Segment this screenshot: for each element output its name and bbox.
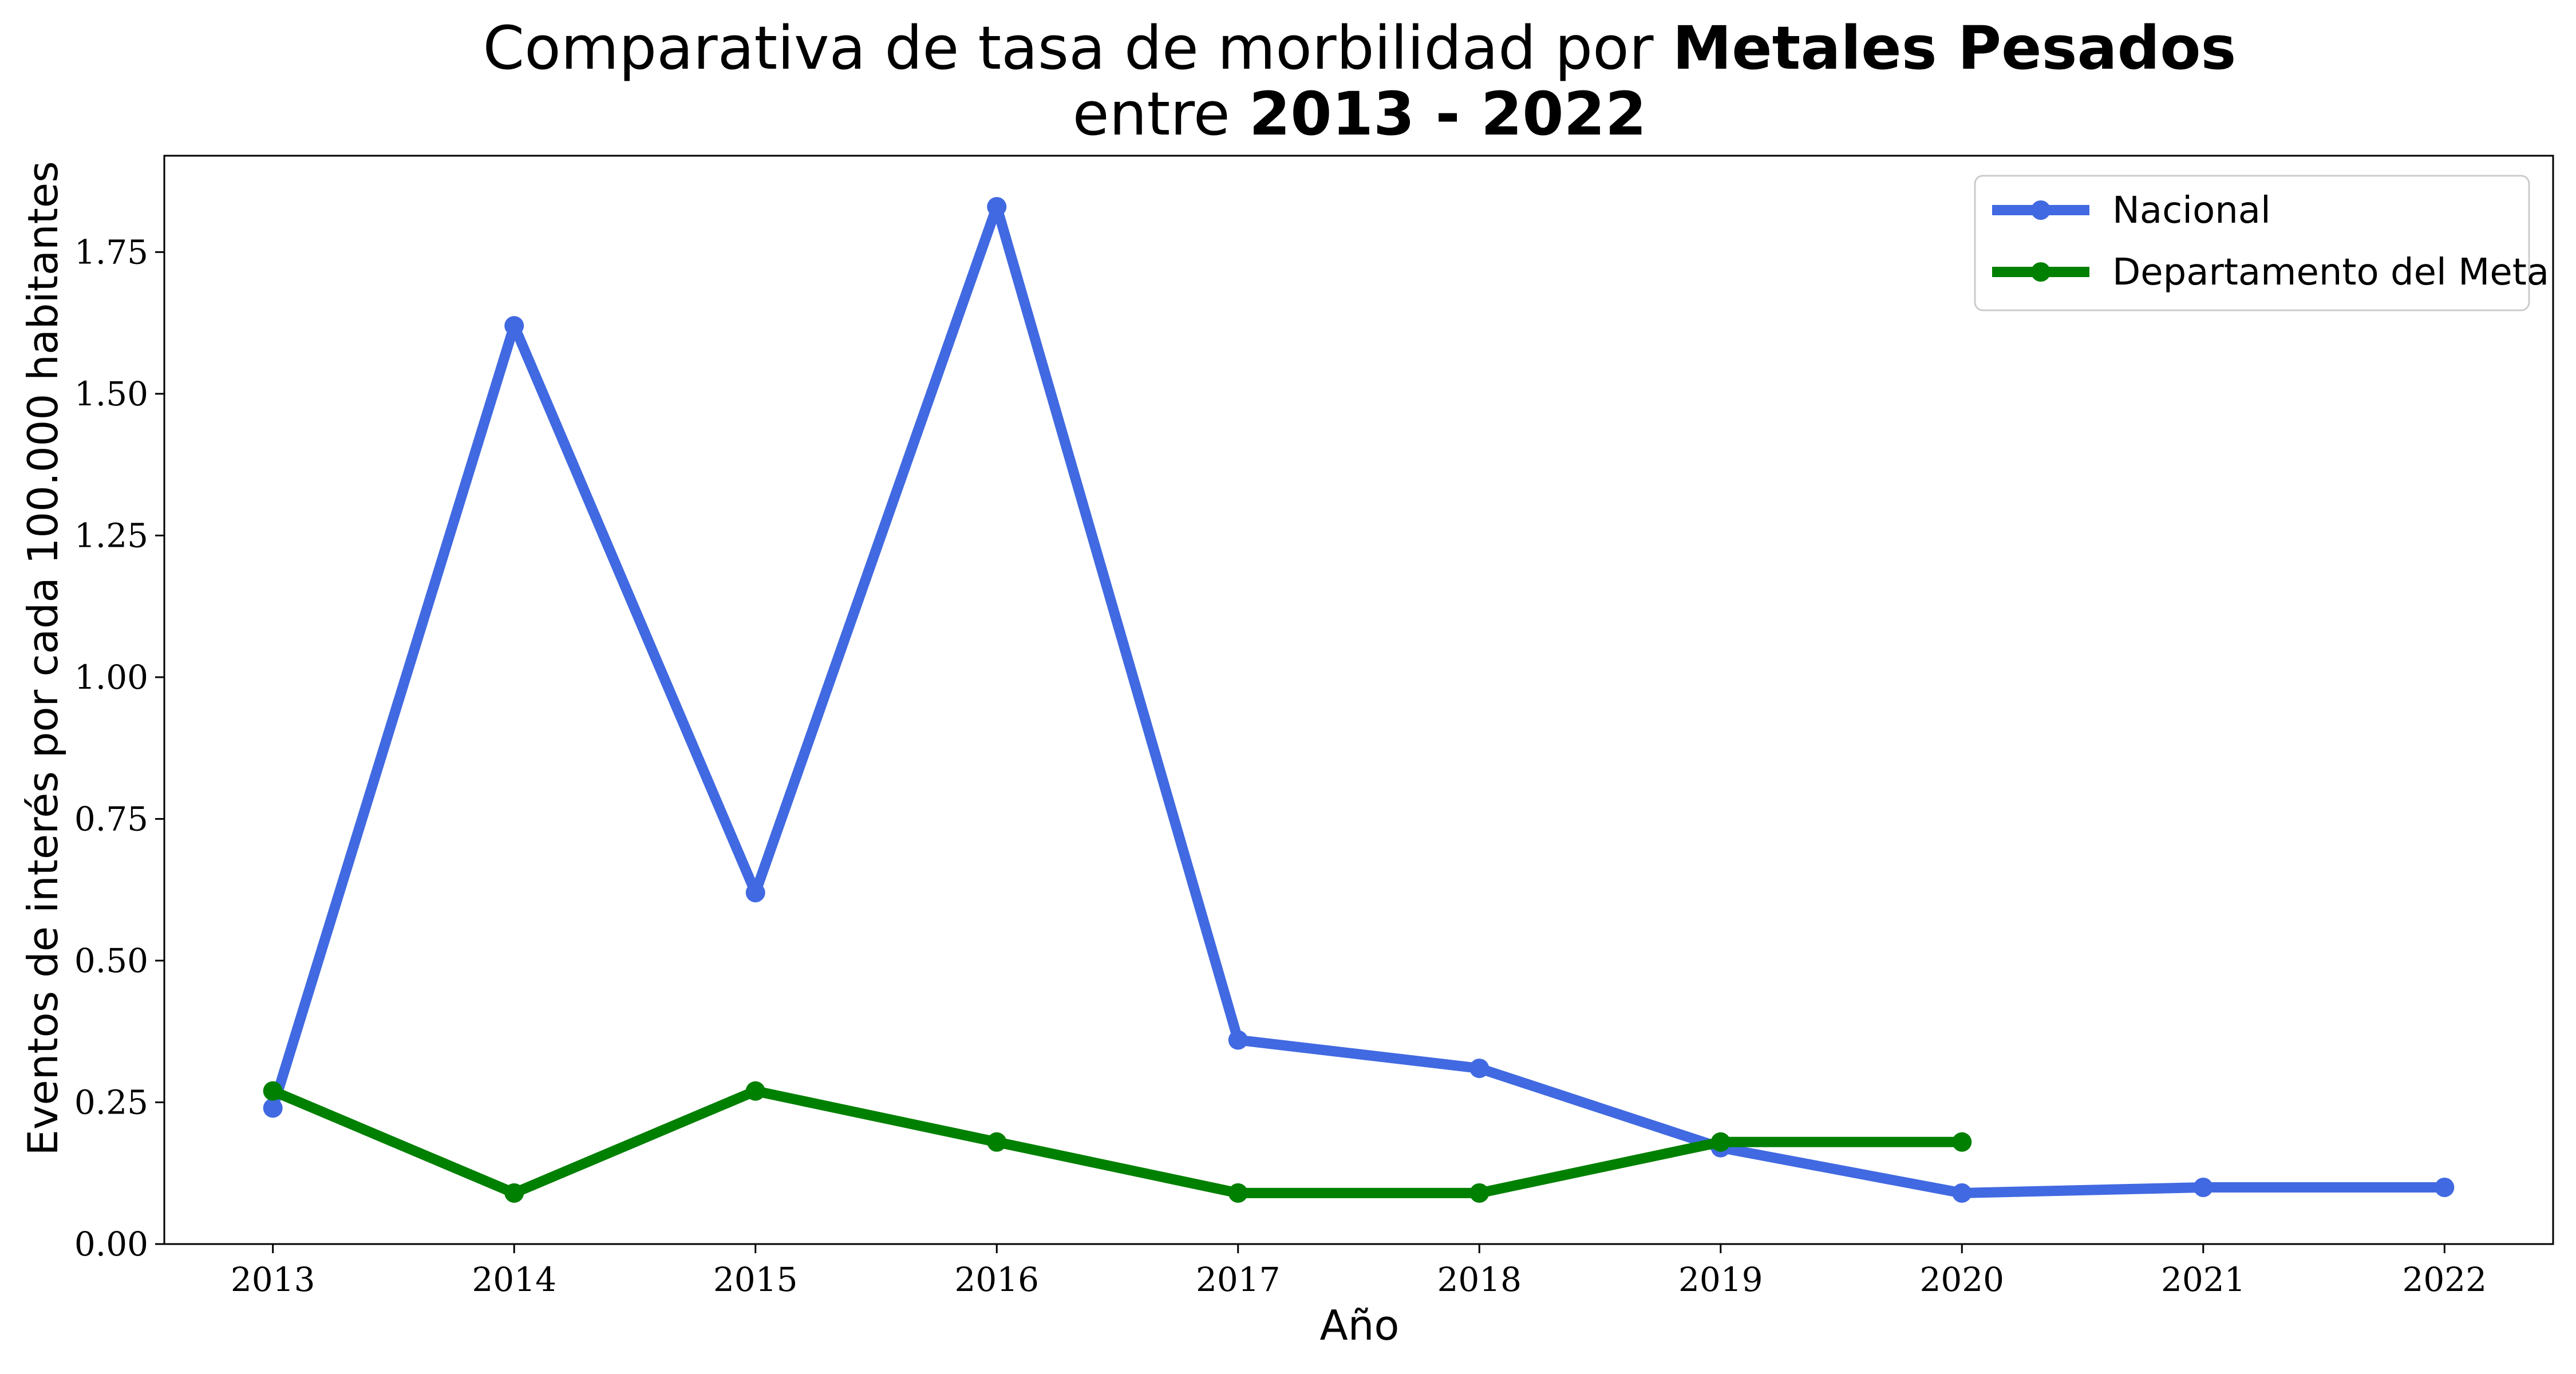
series-2-point [1228, 1183, 1248, 1203]
series-1-point [1952, 1183, 1972, 1203]
y-axis-label: Eventos de interés por cada 100.000 habi… [19, 161, 67, 1155]
series-2-point [1469, 1183, 1490, 1203]
series-1-point [2435, 1177, 2455, 1197]
legend-swatch-marker [2031, 200, 2050, 220]
chart-subtitle-bold: 2013 - 2022 [1249, 79, 1646, 149]
series-2-point [504, 1183, 524, 1203]
series-2-point [1952, 1132, 1972, 1152]
x-tick-label: 2013 [231, 1260, 315, 1299]
x-tick-label: 2022 [2403, 1260, 2487, 1299]
x-tick-label: 2017 [1196, 1260, 1281, 1299]
x-tick-label: 2018 [1437, 1260, 1522, 1299]
series-2-point [1710, 1132, 1730, 1152]
series-1-point [1228, 1030, 1248, 1050]
series-1-point [263, 1098, 283, 1118]
chart-title-line-2: entre 2013 - 2022 [1073, 79, 1647, 149]
y-tick-label: 1.50 [74, 374, 148, 413]
x-tick-label: 2014 [472, 1260, 556, 1299]
chart-title-line-1: Comparativa de tasa de morbilidad por Me… [483, 13, 2237, 83]
series-2-point [745, 1081, 765, 1101]
y-tick-label: 0.50 [74, 941, 148, 980]
series-line-2 [267, 1085, 1967, 1198]
chart-subtitle-prefix: entre [1073, 79, 1249, 149]
series-2-point [263, 1081, 283, 1101]
plot-frame [163, 155, 2554, 1245]
x-axis-label: Año [1320, 1301, 1400, 1349]
y-tick-label: 1.00 [74, 658, 148, 697]
series-1-point [745, 883, 765, 903]
series-1-point [2193, 1177, 2213, 1197]
x-tick-label: 2021 [2161, 1260, 2246, 1299]
series-1-point [987, 197, 1007, 217]
series-1-point [504, 316, 524, 336]
plot-area: 2013 2014 2015 2016 2017 2018 2019 2020 2021 2022… [74, 155, 2554, 1299]
legend-entry-label: Departamento del Meta [2112, 251, 2549, 294]
y-tick-label: 0.25 [74, 1083, 148, 1122]
x-tick-label: 2015 [713, 1260, 798, 1299]
chart-title-bold: Metales Pesados [1673, 13, 2237, 83]
y-tick-label: 0.75 [74, 799, 148, 838]
legend-swatch-marker [2031, 262, 2050, 282]
x-tick-label: 2020 [1919, 1260, 2004, 1299]
y-tick-label: 1.75 [74, 232, 148, 271]
x-tick-label: 2016 [954, 1260, 1039, 1299]
series-1-point [1469, 1059, 1490, 1079]
legend-box [1974, 175, 2530, 311]
legend-entry-label: Nacional [2112, 189, 2271, 232]
series-line-1 [267, 202, 2450, 1198]
x-tick-label: 2019 [1678, 1260, 1763, 1299]
y-tick-label: 1.25 [74, 516, 148, 555]
series-2-point [987, 1132, 1007, 1152]
chart-title-prefix: Comparativa de tasa de morbilidad por [483, 13, 1673, 83]
y-tick-label: 0.00 [74, 1225, 148, 1264]
